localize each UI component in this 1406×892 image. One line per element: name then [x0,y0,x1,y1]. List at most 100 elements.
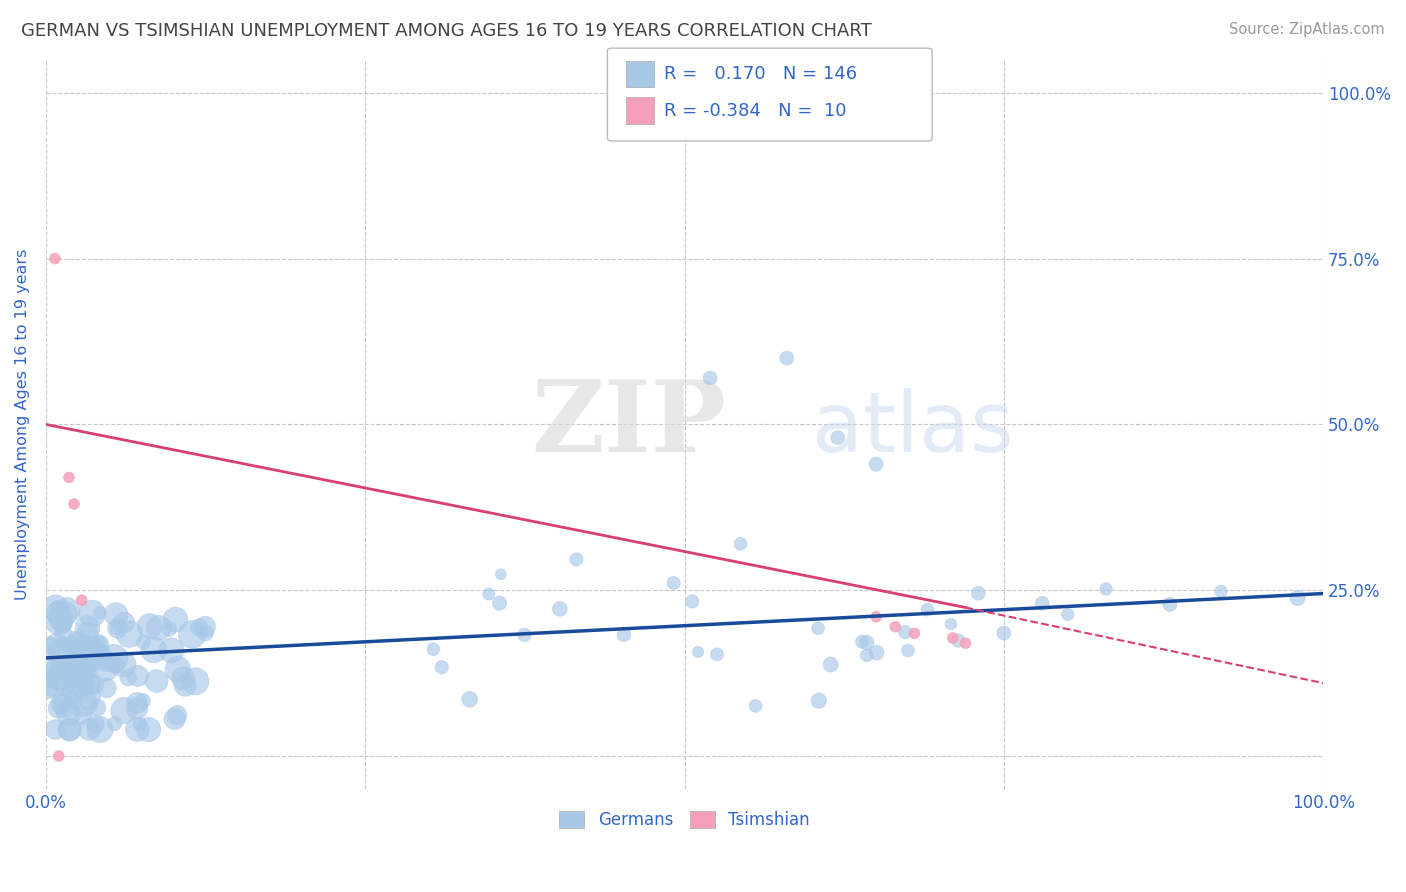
Point [1095,582,1118,596]
Point [58,470,80,484]
Point [489,567,512,582]
Point [855,648,877,663]
Point [72,708,94,723]
Point [807,693,830,707]
Point [46,701,69,715]
Point [79,723,101,737]
Point [73,661,96,675]
Point [62,649,84,664]
Point [83,641,105,656]
Legend: Germans, Tsimshian: Germans, Tsimshian [553,804,817,836]
Point [1031,596,1053,610]
Point [63,497,86,511]
Point [87,636,110,650]
Point [89,637,111,651]
Point [865,646,887,660]
Point [38,641,60,656]
Point [422,642,444,657]
Point [127,701,149,715]
Point [884,620,907,634]
Point [955,636,977,650]
Point [104,658,127,673]
Point [63,664,86,678]
Point [89,723,111,737]
Point [488,596,510,610]
Point [132,694,155,708]
Point [1209,584,1232,599]
Point [48,607,70,621]
Point [70,593,93,607]
Point [52,637,75,651]
Point [897,643,920,657]
Point [706,648,728,662]
Point [56,662,79,676]
Point [148,621,170,635]
Point [807,621,830,635]
Point [181,627,204,641]
Point [132,635,155,649]
Point [1056,607,1078,622]
Point [70,678,93,692]
Point [82,639,104,653]
Point [53,698,76,713]
Point [827,431,849,445]
Point [730,537,752,551]
Point [478,587,501,601]
Point [127,696,149,710]
Text: atlas: atlas [813,387,1014,468]
Point [851,634,873,648]
Point [70,652,93,666]
Point [44,601,66,615]
Point [58,706,80,721]
Point [127,723,149,737]
Point [903,626,925,640]
Point [107,621,129,635]
Point [46,657,69,672]
Point [84,717,107,731]
Point [686,645,709,659]
Point [82,677,104,691]
Point [86,700,108,714]
Point [67,641,90,656]
Point [53,659,76,673]
Point [44,252,66,266]
Point [62,651,84,665]
Point [73,664,96,678]
Point [56,604,79,618]
Point [865,609,887,624]
Point [163,712,186,726]
Point [53,607,76,621]
Point [60,637,83,651]
Point [172,672,194,686]
Point [35,680,58,694]
Y-axis label: Unemployment Among Ages 16 to 19 years: Unemployment Among Ages 16 to 19 years [15,249,30,600]
Point [917,602,939,616]
Point [1159,598,1181,612]
Point [46,600,69,615]
Point [681,594,703,608]
Text: Source: ZipAtlas.com: Source: ZipAtlas.com [1229,22,1385,37]
Text: R =   0.170   N = 146: R = 0.170 N = 146 [664,65,856,83]
Point [49,644,72,658]
Point [73,641,96,656]
Point [105,607,128,622]
Point [96,658,118,673]
Point [565,552,588,566]
Point [942,631,965,645]
Point [112,657,135,672]
Point [49,613,72,627]
Point [613,628,636,642]
Point [513,628,536,642]
Point [89,606,111,620]
Point [73,697,96,711]
Point [51,661,73,675]
Point [194,626,217,640]
Point [76,625,98,640]
Point [63,630,86,644]
Point [128,717,150,731]
Point [53,676,76,690]
Point [48,749,70,764]
Point [939,617,962,632]
Point [430,660,453,674]
Point [94,661,117,675]
